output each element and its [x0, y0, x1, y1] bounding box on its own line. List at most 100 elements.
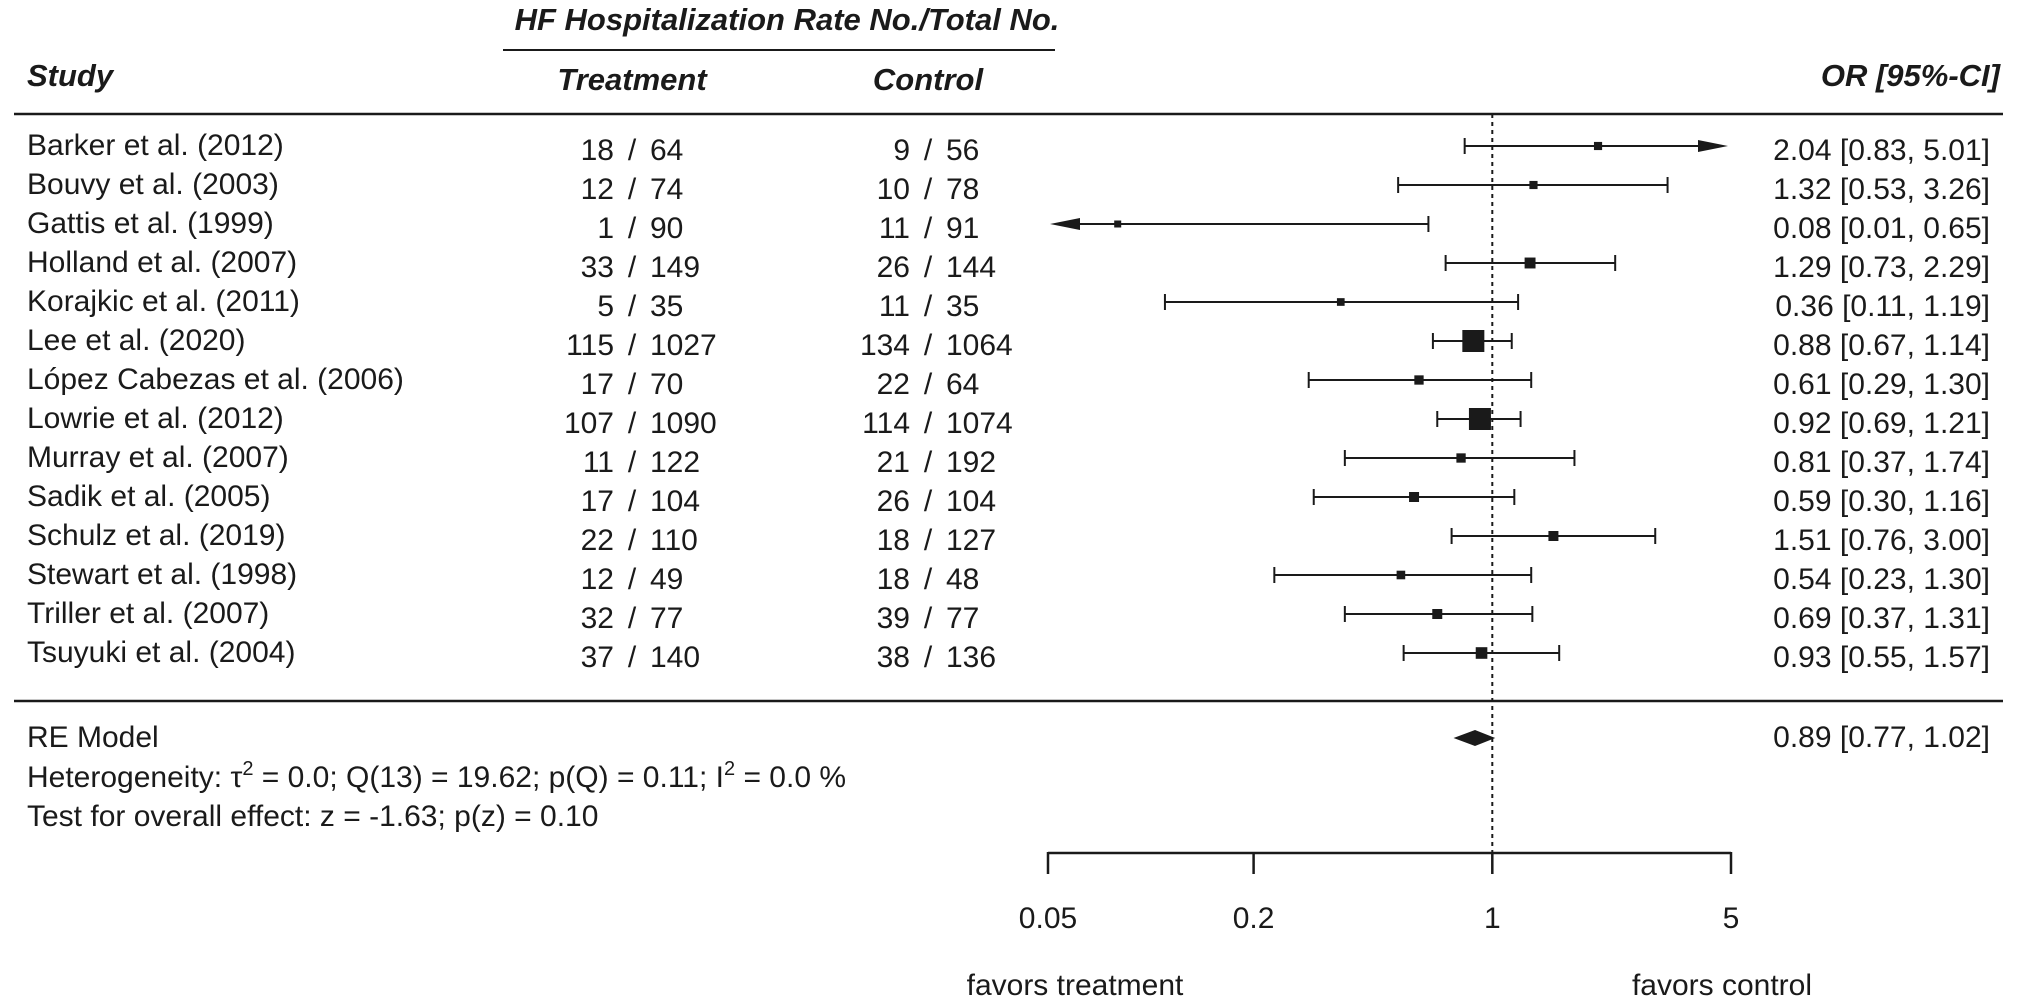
- study-name: Murray et al. (2007): [27, 441, 289, 474]
- effect-header: OR [95%-CI]: [1821, 58, 2002, 93]
- or-ci-text: 1.29 [0.73, 2.29]: [1773, 251, 1990, 284]
- study-name: Holland et al. (2007): [27, 246, 297, 279]
- treatment-total: 1027: [650, 329, 717, 362]
- point-estimate: [1396, 570, 1406, 580]
- treatment-slash: /: [628, 329, 637, 362]
- control-slash: /: [924, 290, 933, 323]
- overall-test-text: Test for overall effect: z = -1.63; p(z)…: [27, 800, 598, 833]
- control-events: 18: [877, 563, 910, 596]
- control-events: 11: [879, 212, 910, 245]
- heterogeneity-mid: = 0.0; Q(13) = 19.62; p(Q) = 0.11; I: [253, 761, 724, 794]
- heterogeneity-sup-tau: 2: [242, 758, 253, 780]
- point-estimate: [1529, 180, 1538, 190]
- axis-tick-label: 1: [1484, 902, 1501, 935]
- control-total: 91: [946, 212, 979, 245]
- control-header: Control: [873, 62, 985, 97]
- or-ci-text: 1.32 [0.53, 3.26]: [1773, 173, 1990, 206]
- treatment-total: 70: [650, 368, 683, 401]
- or-ci-text: 0.93 [0.55, 1.57]: [1773, 641, 1990, 674]
- control-events: 9: [893, 134, 910, 167]
- treatment-total: 49: [650, 563, 683, 596]
- heterogeneity-prefix: Heterogeneity: τ: [27, 761, 242, 794]
- treatment-events: 5: [597, 290, 614, 323]
- or-ci-text: 2.04 [0.83, 5.01]: [1773, 134, 1990, 167]
- study-row: Korajkic et al. (2011) 5 / 35 11 / 35 0.36 [0.1…: [27, 285, 1990, 323]
- study-row: Tsuyuki et al. (2004) 37 / 140 38 / 136 0.93 [0…: [27, 636, 1990, 674]
- study-name: Sadik et al. (2005): [27, 480, 270, 513]
- treatment-slash: /: [628, 290, 637, 323]
- treatment-slash: /: [628, 407, 637, 440]
- study-rows: Barker et al. (2012) 18 / 64 9 / 56 2.04 [0.83,…: [27, 129, 1990, 674]
- treatment-slash: /: [628, 251, 637, 284]
- pooled-section: RE Model 0.89 [0.77, 1.02] Heterogeneity…: [27, 721, 1990, 833]
- pooled-or-text: 0.89 [0.77, 1.02]: [1773, 721, 1990, 754]
- heterogeneity-sup-i: 2: [724, 758, 735, 780]
- study-row: Lee et al. (2020) 115 / 1027 134 / 1064 0.88 [0…: [27, 324, 1990, 362]
- treatment-events: 107: [564, 407, 614, 440]
- study-name: Tsuyuki et al. (2004): [27, 636, 295, 669]
- treatment-total: 110: [650, 524, 698, 557]
- axis-tick-label: 5: [1723, 902, 1740, 935]
- point-estimate: [1114, 220, 1122, 228]
- treatment-total: 1090: [650, 407, 717, 440]
- favors-control-label: favors control: [1632, 969, 1812, 1000]
- control-events: 114: [862, 407, 910, 440]
- point-estimate: [1475, 647, 1488, 659]
- treatment-slash: /: [628, 173, 637, 206]
- study-name: Lee et al. (2020): [27, 324, 245, 357]
- control-total: 48: [946, 563, 979, 596]
- or-ci-text: 0.36 [0.11, 1.19]: [1775, 290, 1990, 323]
- control-total: 127: [946, 524, 996, 557]
- control-total: 35: [946, 290, 979, 323]
- treatment-slash: /: [628, 563, 637, 596]
- or-ci-text: 0.81 [0.37, 1.74]: [1773, 446, 1990, 479]
- control-slash: /: [924, 251, 933, 284]
- control-slash: /: [924, 524, 933, 557]
- study-name: López Cabezas et al. (2006): [27, 363, 404, 396]
- control-slash: /: [924, 407, 933, 440]
- treatment-total: 149: [650, 251, 700, 284]
- control-events: 18: [877, 524, 910, 557]
- treatment-total: 77: [650, 602, 683, 635]
- point-estimate: [1468, 408, 1491, 430]
- point-estimate: [1432, 609, 1443, 619]
- pooled-label: RE Model: [27, 721, 159, 754]
- study-row: Lowrie et al. (2012) 107 / 1090 114 / 1074 0.92…: [27, 402, 1990, 440]
- point-estimate: [1336, 298, 1345, 306]
- pooled-diamond: [1453, 730, 1496, 746]
- treatment-slash: /: [628, 446, 637, 479]
- treatment-total: 35: [650, 290, 683, 323]
- treatment-events: 12: [581, 173, 614, 206]
- treatment-total: 104: [650, 485, 700, 518]
- study-row: Barker et al. (2012) 18 / 64 9 / 56 2.04 [0.83,…: [27, 129, 1990, 167]
- treatment-events: 18: [581, 134, 614, 167]
- study-name: Korajkic et al. (2011): [27, 285, 300, 318]
- control-slash: /: [924, 641, 933, 674]
- ci-arrow-high: [1698, 140, 1728, 152]
- study-row: Stewart et al. (1998) 12 / 49 18 / 48 0.54 [0.2…: [27, 558, 1990, 596]
- treatment-header: Treatment: [557, 62, 708, 97]
- study-name: Barker et al. (2012): [27, 129, 284, 162]
- or-ci-text: 1.51 [0.76, 3.00]: [1773, 524, 1990, 557]
- axis-tick-label: 0.05: [1019, 902, 1077, 935]
- heterogeneity-text: Heterogeneity: τ2 = 0.0; Q(13) = 19.62; …: [27, 758, 846, 794]
- study-row: López Cabezas et al. (2006) 17 / 70 22 / 64 0.6…: [27, 363, 1990, 401]
- control-events: 22: [877, 368, 910, 401]
- treatment-slash: /: [628, 134, 637, 167]
- point-estimate: [1548, 531, 1559, 541]
- study-name: Stewart et al. (1998): [27, 558, 297, 591]
- treatment-events: 32: [581, 602, 614, 635]
- control-slash: /: [924, 446, 933, 479]
- point-estimate: [1462, 330, 1485, 352]
- x-axis: 0.05 0.2 1 5: [1019, 851, 1740, 935]
- or-ci-text: 0.88 [0.67, 1.14]: [1773, 329, 1990, 362]
- point-estimate: [1456, 453, 1466, 463]
- treatment-slash: /: [628, 524, 637, 557]
- group-title: HF Hospitalization Rate No./Total No.: [515, 2, 1060, 37]
- header: HF Hospitalization Rate No./Total No. St…: [14, 2, 2003, 116]
- or-ci-text: 0.61 [0.29, 1.30]: [1773, 368, 1990, 401]
- control-total: 77: [946, 602, 979, 635]
- study-header: Study: [27, 58, 115, 93]
- control-slash: /: [924, 212, 933, 245]
- treatment-total: 74: [650, 173, 683, 206]
